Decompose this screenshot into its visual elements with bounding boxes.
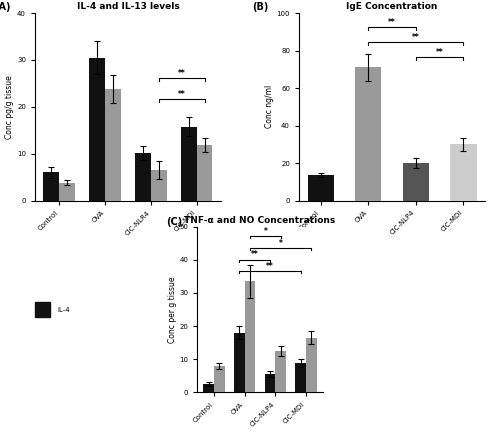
Y-axis label: Conc pg/g tissue: Conc pg/g tissue — [5, 75, 14, 139]
Bar — [89, 58, 105, 201]
Text: (B): (B) — [252, 2, 269, 12]
Bar — [180, 126, 196, 201]
Bar — [44, 172, 60, 201]
Title: IgE Concentration: IgE Concentration — [346, 2, 438, 11]
Text: **: ** — [251, 250, 258, 259]
Bar — [276, 351, 286, 392]
Text: **: ** — [412, 33, 420, 42]
Bar — [308, 175, 334, 201]
Bar — [151, 170, 167, 201]
Bar — [402, 163, 429, 201]
Bar — [203, 384, 214, 392]
Text: *: * — [264, 227, 268, 236]
Y-axis label: Conc ng/ml: Conc ng/ml — [264, 85, 274, 129]
Text: **: ** — [178, 69, 186, 78]
Bar — [234, 333, 244, 392]
Bar — [244, 281, 256, 392]
Text: (C): (C) — [166, 217, 182, 227]
Title: TNF-α and NO Concentrations: TNF-α and NO Concentrations — [184, 215, 336, 225]
Bar — [264, 374, 276, 392]
Bar — [450, 144, 476, 201]
Text: *: * — [279, 238, 282, 248]
Text: **: ** — [436, 48, 444, 57]
Title: IL-4 and IL-13 levels: IL-4 and IL-13 levels — [76, 2, 180, 11]
Text: (A): (A) — [0, 2, 10, 12]
Text: **: ** — [266, 262, 274, 271]
Bar — [306, 338, 317, 392]
Text: **: ** — [388, 18, 396, 27]
Text: IL-4: IL-4 — [58, 307, 70, 313]
Y-axis label: Conc per g tissue: Conc per g tissue — [168, 276, 176, 343]
Bar — [60, 183, 76, 201]
Text: **: ** — [178, 90, 186, 99]
Bar — [196, 145, 212, 201]
Bar — [135, 153, 151, 201]
Bar — [214, 366, 224, 392]
Bar — [355, 68, 382, 201]
Bar — [105, 89, 121, 201]
Bar — [296, 363, 306, 392]
FancyBboxPatch shape — [35, 302, 50, 317]
